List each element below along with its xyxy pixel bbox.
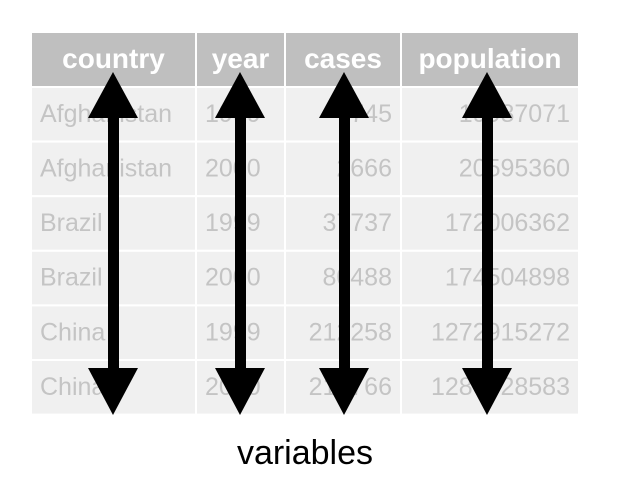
cell-text: Brazil bbox=[40, 209, 103, 237]
caption: variables bbox=[237, 434, 373, 472]
cell-text: 37737 bbox=[322, 209, 392, 237]
cell-text: 1272915272 bbox=[431, 318, 570, 346]
cell-text: China bbox=[40, 318, 105, 346]
cell-text: 1999 bbox=[205, 209, 261, 237]
cell-text: 172006362 bbox=[445, 209, 570, 237]
header-text: cases bbox=[304, 43, 382, 74]
cell-text: 174504898 bbox=[445, 264, 570, 292]
cell-text: 80488 bbox=[322, 264, 392, 292]
cell-text: Brazil bbox=[40, 264, 103, 292]
header-text: population bbox=[418, 43, 561, 74]
arrow bbox=[215, 72, 265, 415]
cell-text: 2000 bbox=[205, 155, 261, 183]
header-text: year bbox=[212, 43, 270, 74]
cell-text: 2000 bbox=[205, 264, 261, 292]
cell-text: 20595360 bbox=[459, 155, 570, 183]
cell-text: 1999 bbox=[205, 318, 261, 346]
cell-text: Afghanistan bbox=[40, 155, 172, 183]
arrow bbox=[319, 72, 369, 415]
arrows bbox=[88, 72, 512, 415]
cell-text: 212258 bbox=[309, 318, 392, 346]
header-text: country bbox=[62, 43, 165, 74]
arrow bbox=[462, 72, 512, 415]
arrow bbox=[88, 72, 138, 415]
